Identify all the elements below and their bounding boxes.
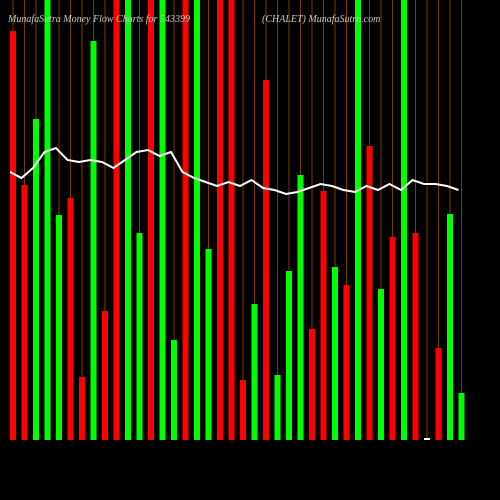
bar [389, 237, 396, 440]
bar [194, 0, 200, 440]
chart-subtitle: (CHALET) MunafaSutra.com [262, 14, 380, 25]
bar [33, 119, 39, 440]
bar [401, 0, 407, 440]
bar [44, 0, 51, 440]
bar [159, 0, 166, 440]
bar [435, 348, 442, 440]
bar [309, 329, 315, 440]
bar [148, 0, 154, 440]
bar [412, 233, 419, 440]
bar [21, 185, 28, 440]
bar [424, 438, 430, 440]
bar [113, 0, 120, 440]
bar [355, 0, 361, 440]
bar [263, 80, 269, 440]
bar [182, 0, 189, 440]
bar [286, 271, 292, 440]
bar [67, 198, 74, 440]
bar [366, 146, 373, 440]
bar [102, 311, 108, 440]
bar [274, 375, 281, 440]
bar [332, 267, 338, 440]
bar [171, 340, 177, 440]
bar [343, 285, 350, 440]
bar [217, 0, 223, 440]
bar [297, 175, 304, 440]
bar [251, 304, 258, 440]
bar [125, 0, 131, 440]
bar [458, 393, 465, 440]
bar [240, 380, 246, 440]
chart-title: MunafaSutra Money Flow Charts for 543399 [7, 14, 190, 25]
bar [56, 215, 62, 440]
bar [205, 249, 212, 440]
bar [10, 31, 16, 440]
bar [447, 214, 453, 440]
bar [136, 233, 143, 440]
money-flow-line [9, 146, 459, 196]
bar [320, 191, 327, 440]
bar [79, 377, 85, 440]
bar [90, 41, 97, 440]
bar [378, 289, 384, 440]
bar [228, 0, 235, 440]
